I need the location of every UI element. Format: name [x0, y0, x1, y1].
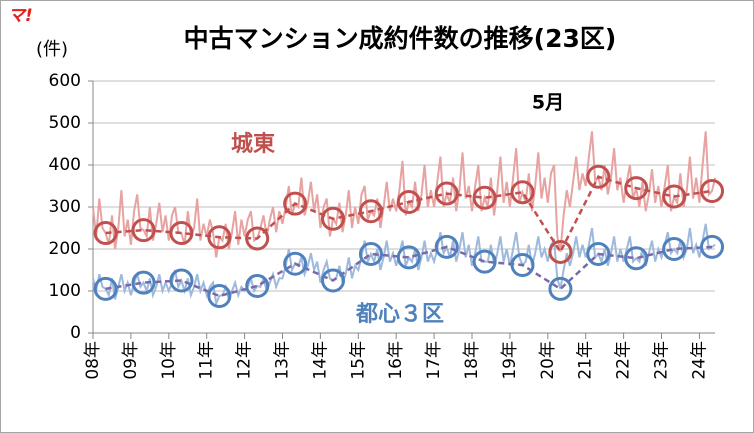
- monthly-line: [92, 131, 717, 258]
- may-point: [245, 273, 270, 298]
- may-point: [548, 276, 573, 301]
- may-point: [548, 239, 573, 264]
- may-point: [624, 176, 649, 201]
- series-label: 城東: [231, 131, 275, 157]
- may-point: [472, 249, 497, 274]
- x-tick-label: 11年: [197, 341, 217, 380]
- x-tick-label: 19年: [500, 341, 520, 380]
- may-point: [700, 179, 725, 204]
- may-point: [283, 191, 308, 216]
- may-point: [207, 225, 232, 250]
- may-point: [624, 246, 649, 271]
- may-point: [283, 251, 308, 276]
- y-tick-label: 400: [49, 155, 81, 175]
- may-point: [169, 268, 194, 293]
- x-tick-label: 22年: [614, 341, 634, 380]
- x-tick-label: 20年: [538, 341, 558, 380]
- may-point: [586, 242, 611, 267]
- may-point: [510, 180, 535, 205]
- x-tick-label: 23年: [652, 341, 672, 380]
- monthly-line: [92, 223, 716, 308]
- logo: マ!: [8, 6, 33, 26]
- may-line: [105, 245, 713, 298]
- may-point: [245, 226, 270, 251]
- may-point: [472, 185, 497, 210]
- y-tick-label: 0: [70, 323, 81, 343]
- may-point: [434, 234, 459, 259]
- x-tick-label: 17年: [424, 341, 444, 380]
- x-tick-label: 12年: [235, 341, 255, 380]
- x-tick-label: 08年: [83, 341, 103, 380]
- x-tick-label: 10年: [159, 341, 179, 380]
- x-tick-label: 16年: [386, 341, 406, 380]
- may-point: [358, 242, 383, 267]
- x-tick-label: 15年: [348, 341, 368, 380]
- x-tick-label: 09年: [121, 341, 141, 380]
- may-point: [358, 199, 383, 224]
- y-tick-label: 500: [49, 113, 81, 133]
- may-point: [321, 206, 346, 231]
- y-tick-label: 100: [49, 281, 81, 301]
- x-tick-label: 18年: [462, 341, 482, 380]
- y-tick-label: 200: [49, 239, 81, 259]
- may-point: [396, 245, 421, 270]
- may-point: [396, 189, 421, 214]
- x-tick-label: 14年: [310, 341, 330, 380]
- may-point: [700, 234, 725, 259]
- may-line: [105, 175, 713, 255]
- may-point: [207, 284, 232, 309]
- x-tick-label: 21年: [576, 341, 596, 380]
- may-point: [321, 268, 346, 293]
- may-point: [434, 181, 459, 206]
- may-point: [662, 237, 687, 261]
- y-tick-label: 300: [49, 197, 81, 217]
- may-point: [93, 221, 118, 246]
- series-label: 都心３区: [355, 302, 444, 327]
- may-point: [586, 164, 611, 189]
- may-point: [169, 221, 194, 246]
- x-tick-label: 13年: [273, 341, 293, 380]
- y-axis-label: (件): [36, 39, 68, 60]
- may-point: [131, 218, 156, 243]
- y-tick-label: 600: [49, 71, 81, 91]
- may-point: [131, 270, 156, 295]
- may-point: [93, 276, 118, 301]
- x-tick-label: 24年: [689, 341, 709, 380]
- may-point: [662, 184, 687, 209]
- annotation: 5月: [532, 92, 564, 114]
- chart-title: 中古マンション成約件数の推移(23区): [184, 24, 617, 53]
- may-point: [510, 252, 535, 277]
